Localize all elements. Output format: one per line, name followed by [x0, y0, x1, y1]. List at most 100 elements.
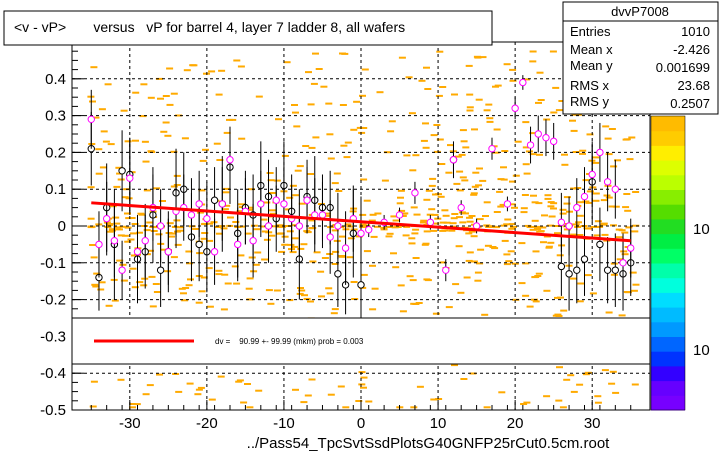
- density-cell: [470, 192, 478, 195]
- density-cell: [302, 145, 310, 147]
- density-cell: [136, 281, 144, 284]
- density-cell: [410, 406, 418, 409]
- density-cell: [476, 167, 483, 170]
- density-cell: [246, 406, 254, 409]
- density-cell: [129, 403, 137, 405]
- density-cell: [166, 67, 174, 70]
- density-cell: [576, 300, 584, 303]
- data-point: [603, 178, 612, 186]
- density-cell: [369, 213, 377, 216]
- density-cell: [486, 117, 494, 120]
- density-cell: [570, 233, 578, 236]
- density-cell: [501, 239, 509, 242]
- density-cell: [317, 203, 325, 205]
- density-cell: [621, 231, 629, 234]
- density-cell: [351, 298, 359, 300]
- density-cell: [569, 119, 576, 122]
- density-cell: [202, 148, 209, 151]
- legend-box: dv = 90.99 +- 99.99 (mkm) prob = 0.003: [71, 317, 651, 365]
- density-cell: [503, 263, 511, 266]
- density-cell: [621, 253, 629, 256]
- density-cell: [331, 229, 339, 232]
- x-tick-label: -10: [273, 415, 295, 432]
- density-cell: [175, 114, 183, 117]
- density-cell: [605, 153, 613, 156]
- density-cell: [297, 247, 305, 250]
- density-cell: [470, 193, 478, 196]
- density-cell: [317, 270, 325, 273]
- density-cell: [615, 236, 623, 239]
- density-cell: [111, 299, 119, 302]
- density-cell: [152, 283, 160, 285]
- density-cell: [553, 225, 561, 227]
- density-cell: [482, 215, 489, 217]
- density-cell: [90, 380, 98, 383]
- density-cell: [449, 222, 457, 225]
- data-point: [195, 200, 203, 208]
- density-cell: [374, 212, 382, 215]
- density-cell: [112, 216, 120, 219]
- density-cell: [453, 182, 461, 185]
- palette-band: [651, 321, 685, 337]
- stats-rms-y-value: 0.2507: [670, 96, 710, 111]
- density-cell: [632, 191, 640, 193]
- density-cell: [628, 136, 636, 139]
- density-cell: [340, 144, 348, 147]
- density-cell: [117, 378, 125, 381]
- data-point: [588, 170, 596, 179]
- density-cell: [185, 250, 193, 253]
- data-point: [164, 248, 173, 256]
- density-cell: [409, 279, 417, 282]
- density-cell: [90, 256, 98, 259]
- density-cell: [387, 130, 395, 133]
- density-cell: [323, 212, 331, 215]
- density-cell: [466, 106, 474, 109]
- density-cell: [232, 221, 240, 223]
- density-cell: [603, 194, 611, 197]
- density-cell: [170, 185, 178, 188]
- density-cell: [131, 223, 139, 225]
- density-cell: [470, 235, 478, 238]
- density-cell: [254, 251, 262, 254]
- density-cell: [605, 311, 613, 314]
- density-cell: [233, 282, 241, 285]
- density-cell: [466, 93, 474, 96]
- y-tick-label: 0: [58, 218, 66, 235]
- fit-line: [91, 201, 631, 243]
- density-cell: [368, 219, 376, 222]
- density-cell: [129, 406, 136, 409]
- density-cell: [533, 225, 541, 228]
- density-cell: [121, 196, 129, 199]
- palette-band: [651, 160, 685, 176]
- density-cell: [166, 222, 174, 225]
- density-cell: [170, 92, 178, 95]
- density-cell: [402, 234, 410, 237]
- density-cell: [114, 226, 122, 229]
- density-cell: [507, 250, 515, 253]
- density-cell: [555, 109, 563, 112]
- density-cell: [346, 256, 354, 259]
- density-cell: [307, 173, 314, 175]
- density-cell: [403, 154, 411, 157]
- density-cell: [424, 279, 432, 282]
- density-cell: [618, 314, 626, 317]
- palette-band: [651, 351, 685, 367]
- palette-label-upper: 10: [693, 221, 710, 238]
- density-cell: [476, 262, 484, 265]
- density-cell: [369, 308, 377, 311]
- density-cell: [556, 366, 563, 369]
- density-cell: [586, 133, 594, 136]
- data-point: [534, 130, 542, 138]
- density-cell: [131, 286, 139, 289]
- density-cell: [227, 216, 234, 219]
- density-cell: [423, 198, 431, 201]
- density-cell: [547, 205, 555, 208]
- data-point: [357, 229, 365, 238]
- density-cell: [625, 226, 633, 229]
- density-cell: [590, 226, 598, 228]
- density-cell: [350, 128, 358, 131]
- density-cell: [224, 282, 232, 285]
- density-cell: [237, 65, 245, 68]
- density-cell: [539, 226, 547, 229]
- density-cell: [292, 194, 300, 197]
